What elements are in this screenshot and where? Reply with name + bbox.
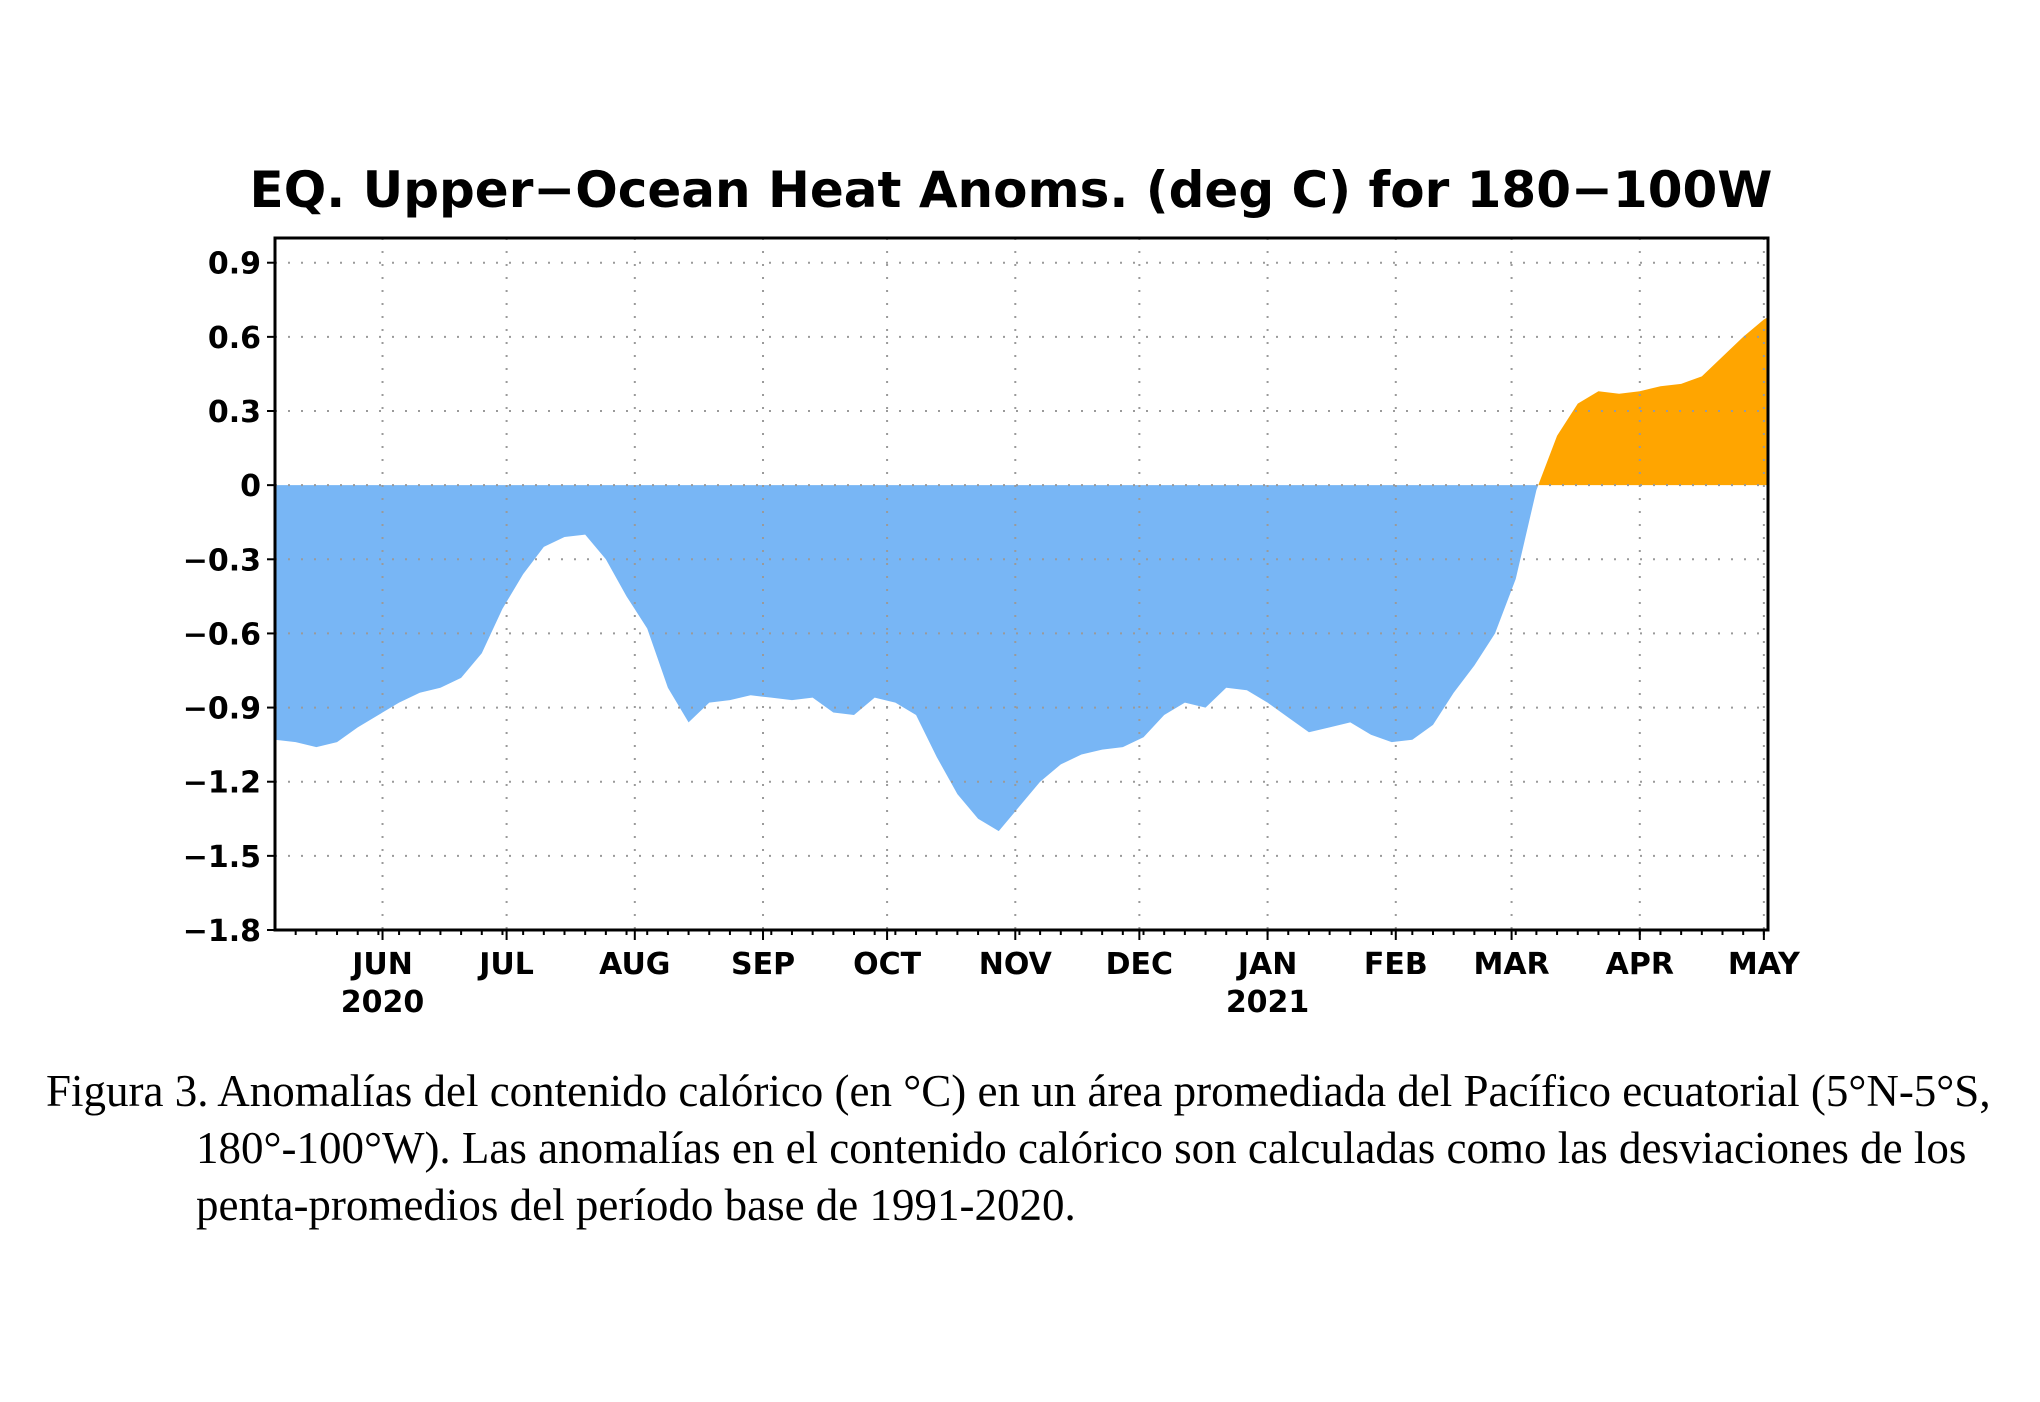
figure-caption: Figura 3. Anomalías del contenido calóri…	[46, 1066, 1991, 1230]
x-tick-label: AUG	[599, 947, 670, 982]
x-tick-label: OCT	[853, 947, 922, 982]
x-tick-label: FEB	[1364, 947, 1428, 982]
x-year-label: 2020	[341, 985, 425, 1020]
x-tick-label: DEC	[1106, 947, 1173, 982]
y-tick-label: 0.9	[208, 247, 261, 282]
chart-title: EQ. Upper−Ocean Heat Anoms. (deg C) for …	[250, 161, 1773, 219]
x-tick-label: SEP	[731, 947, 795, 982]
y-tick-label: −1.2	[183, 766, 261, 801]
plot-area: 0.90.60.30−0.3−0.6−0.9−1.2−1.5−1.8JUN202…	[183, 236, 1801, 1020]
y-tick-label: −1.5	[183, 840, 261, 875]
y-tick-label: −0.6	[183, 617, 261, 652]
y-tick-label: 0	[240, 469, 261, 504]
x-tick-label: MAY	[1728, 947, 1801, 982]
y-tick-label: −0.3	[183, 543, 261, 578]
x-tick-label: NOV	[979, 947, 1053, 982]
x-tick-label: APR	[1606, 947, 1674, 982]
y-tick-label: −0.9	[183, 692, 261, 727]
x-year-label: 2021	[1226, 985, 1310, 1020]
x-tick-label: JUL	[477, 947, 534, 982]
y-tick-label: 0.3	[208, 395, 261, 430]
y-tick-label: 0.6	[208, 321, 261, 356]
x-tick-label: MAR	[1473, 947, 1549, 982]
plot-frame	[273, 236, 1770, 932]
y-tick-label: −1.8	[183, 914, 261, 949]
positive-anomaly-area	[275, 317, 1768, 486]
heat-anomaly-chart: EQ. Upper−Ocean Heat Anoms. (deg C) for …	[183, 161, 1801, 1020]
negative-anomaly-area	[275, 485, 1768, 832]
x-tick-label: JAN	[1236, 947, 1298, 982]
x-tick-label: JUN	[350, 947, 413, 982]
